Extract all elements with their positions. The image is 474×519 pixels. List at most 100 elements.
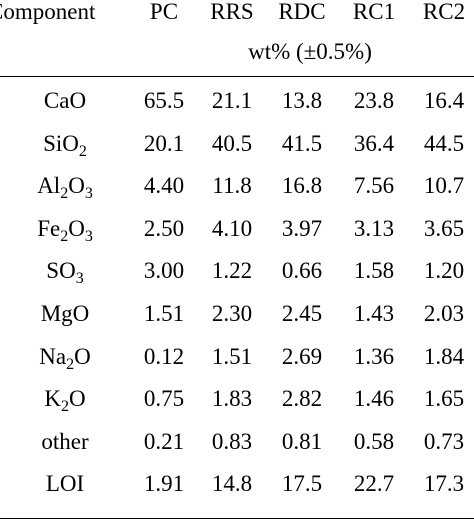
value-cell: 1.83 [211, 386, 253, 412]
formula-text: O [74, 343, 91, 369]
formula-text: LOI [45, 471, 85, 497]
value-cell: 2.03 [423, 301, 465, 326]
table-row: CaO 65.5 21.1 13.8 23.8 16.4 [0, 81, 474, 121]
value-cell: 3.65 [423, 215, 465, 241]
formula-text: K [44, 386, 61, 412]
formula-text: Al [37, 173, 61, 199]
value-cell: 0.81 [281, 428, 323, 454]
value-cell: 3.13 [353, 215, 395, 241]
formula-text: SiO [43, 130, 79, 156]
column-header-rrs: RRS [210, 0, 254, 24]
units-row: wt% (±0.5%) [0, 32, 474, 72]
table-row: Fe2O3 2.50 4.10 3.97 3.13 3.65 [0, 209, 474, 249]
header-rule [0, 76, 474, 77]
value-cell: 16.4 [423, 88, 465, 113]
value-cell: 0.58 [353, 428, 395, 454]
value-cell: 2.50 [143, 215, 185, 241]
value-cell: 23.8 [353, 88, 395, 113]
formula-text: O [68, 173, 85, 199]
value-cell: 11.8 [212, 173, 252, 199]
formula-text: Na [39, 343, 67, 369]
formula-text: CaO [43, 88, 87, 113]
value-cell: 1.51 [143, 301, 185, 326]
table-row: Al2O3 4.40 11.8 16.8 7.56 10.7 [0, 166, 474, 206]
column-header-rc1: RC1 [352, 0, 396, 24]
table-row: K2O 0.75 1.83 2.82 1.46 1.65 [0, 379, 474, 419]
formula-text: MgO [40, 301, 90, 326]
component-name: MgO [0, 294, 130, 334]
column-header-rc2: RC2 [422, 0, 466, 24]
formula-text: Fe [37, 215, 61, 241]
value-cell: 2.69 [281, 343, 323, 369]
value-cell: 21.1 [211, 88, 253, 113]
table-row: Na2O 0.12 1.51 2.69 1.36 1.84 [0, 337, 474, 377]
formula-text: O [68, 215, 85, 241]
column-header-pc: PC [149, 0, 179, 24]
component-name: Na2O [0, 337, 130, 377]
component-name: other [0, 422, 130, 462]
value-cell: 36.4 [353, 130, 395, 156]
header-row: Component PC RRS RDC RC1 RC2 [0, 0, 474, 32]
value-cell: 1.84 [423, 343, 465, 369]
value-cell: 1.46 [353, 386, 395, 412]
value-cell: 0.75 [143, 386, 185, 412]
value-cell: 22.7 [353, 471, 395, 497]
value-cell: 0.66 [281, 258, 323, 284]
value-cell: 44.5 [423, 130, 465, 156]
subscript: 2 [61, 398, 69, 416]
subscript: 3 [75, 270, 84, 288]
value-cell: 17.3 [423, 471, 465, 497]
table-row: other 0.21 0.83 0.81 0.58 0.73 [0, 422, 474, 462]
formula-text: other [41, 428, 89, 454]
value-cell: 2.82 [281, 386, 323, 412]
subscript: 3 [84, 185, 93, 203]
value-cell: 1.43 [353, 301, 395, 326]
column-header-rdc: RDC [278, 0, 326, 24]
subscript: 2 [66, 355, 75, 373]
subscript: 2 [60, 227, 69, 245]
formula-text: SO [46, 258, 76, 284]
component-name: SO3 [0, 251, 130, 291]
subscript: 2 [60, 185, 69, 203]
value-cell: 2.45 [281, 301, 323, 326]
component-name: LOI [0, 464, 130, 504]
value-cell: 14.8 [211, 471, 253, 497]
value-cell: 40.5 [211, 130, 253, 156]
component-name: SiO2 [0, 124, 130, 164]
component-header: Component [0, 0, 96, 24]
subscript: 3 [84, 227, 93, 245]
value-cell: 41.5 [281, 130, 323, 156]
value-cell: 1.36 [353, 343, 395, 369]
value-cell: 0.83 [211, 428, 253, 454]
formula-text: O [69, 386, 86, 412]
table-row: SO3 3.00 1.22 0.66 1.58 1.20 [0, 251, 474, 291]
value-cell: 1.20 [423, 258, 465, 284]
value-cell: 7.56 [353, 173, 395, 199]
table-row: MgO 1.51 2.30 2.45 1.43 2.03 [0, 294, 474, 334]
subscript: 2 [78, 142, 87, 160]
value-cell: 1.91 [143, 471, 185, 497]
value-cell: 17.5 [281, 471, 323, 497]
value-cell: 1.58 [353, 258, 395, 284]
value-cell: 3.00 [143, 258, 185, 284]
value-cell: 16.8 [281, 173, 323, 199]
value-cell: 13.8 [281, 88, 323, 113]
value-cell: 0.12 [143, 343, 185, 369]
value-cell: 1.51 [211, 343, 253, 369]
value-cell: 4.10 [211, 215, 253, 241]
value-cell: 1.22 [211, 258, 253, 284]
value-cell: 0.21 [143, 428, 185, 454]
component-name: K2O [0, 379, 130, 419]
table-row: LOI 1.91 14.8 17.5 22.7 17.3 [0, 464, 474, 504]
value-cell: 10.7 [423, 173, 465, 199]
value-cell: 3.97 [281, 215, 323, 241]
table-row: SiO2 20.1 40.5 41.5 36.4 44.5 [0, 124, 474, 164]
component-name: CaO [0, 81, 130, 121]
value-cell: 0.73 [423, 428, 465, 454]
value-cell: 20.1 [143, 130, 185, 156]
value-cell: 4.40 [143, 173, 185, 199]
value-cell: 65.5 [143, 88, 185, 113]
value-cell: 1.65 [423, 386, 465, 412]
value-cell: 2.30 [211, 301, 253, 326]
